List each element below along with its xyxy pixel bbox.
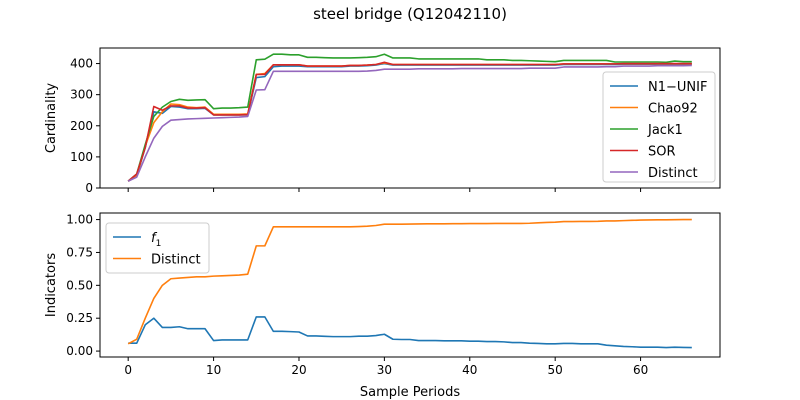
x-tick-label: 10 <box>206 363 221 377</box>
y-tick-label: 0.75 <box>66 245 93 259</box>
legend-label: f1 <box>151 231 161 249</box>
y-axis-label: Indicators <box>44 253 59 317</box>
legend-box <box>105 222 210 274</box>
x-tick-label: 60 <box>633 363 648 377</box>
series-line-distinct <box>127 218 692 345</box>
x-tick-label: 40 <box>462 363 477 377</box>
y-tick-label: 300 <box>70 88 93 102</box>
series-line-distinct <box>127 64 692 182</box>
x-tick-label: 50 <box>548 363 563 377</box>
x-tick-label: 20 <box>291 363 306 377</box>
y-tick-label: 1.00 <box>66 213 93 227</box>
x-tick-label: 30 <box>377 363 392 377</box>
x-axis-label: Sample Periods <box>360 385 460 400</box>
indicators-panel: 0 10 20 30 40 50 60 0.00 0.25 0.50 0.75 1.00 Indicat… <box>44 212 721 377</box>
series-line-jack1 <box>127 53 692 182</box>
y-axis-label: Cardinality <box>44 83 59 154</box>
cardinality-panel: 0 100 200 300 400 Cardinality N1−UNIF Chao92 Jac… <box>44 47 721 195</box>
axes-frame <box>99 47 721 189</box>
legend-box <box>602 71 716 183</box>
y-tick-label: 0.50 <box>66 278 93 292</box>
y-tick-label: 0 <box>85 181 93 195</box>
series-line-f <box>128 316 692 349</box>
legend-label: Distinct <box>648 166 698 181</box>
legend-label: N1−UNIF <box>648 80 707 95</box>
figure-title: steel bridge (Q12042110) <box>313 5 507 23</box>
legend-label: Chao92 <box>648 102 698 117</box>
series-line-sor <box>127 61 692 182</box>
legend-label: Distinct <box>151 253 201 268</box>
legend: N1−UNIF Chao92 Jack1 SOR Distinct <box>602 71 716 183</box>
y-tick-label: 0.25 <box>66 311 93 325</box>
x-tick-label: 0 <box>124 363 132 377</box>
legend: f1 Distinct <box>105 222 210 274</box>
y-tick-label: 200 <box>70 119 93 133</box>
y-tick-label: 400 <box>70 57 93 71</box>
y-tick-label: 0.00 <box>66 344 93 358</box>
y-tick-label: 100 <box>70 150 93 164</box>
legend-label: SOR <box>648 145 676 160</box>
legend-label: Jack1 <box>647 123 683 138</box>
